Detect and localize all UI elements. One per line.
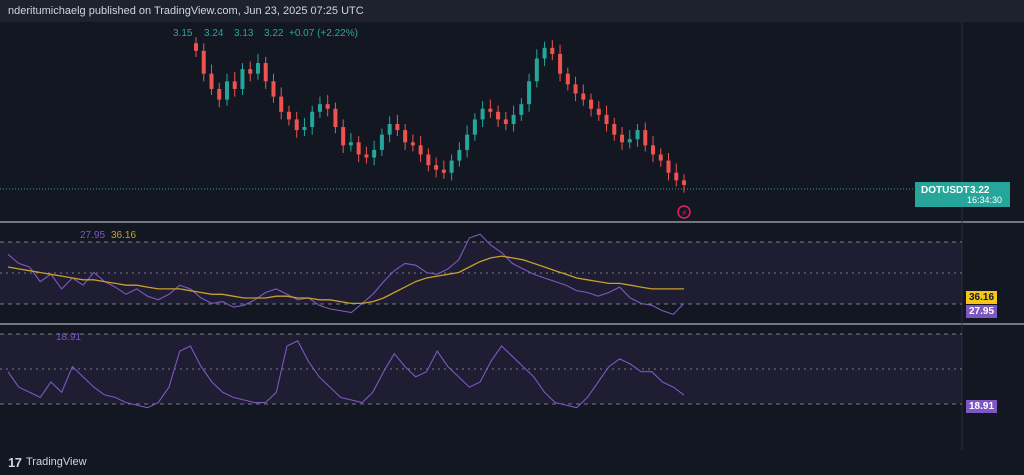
candle-body[interactable] xyxy=(325,104,330,109)
change-value: +0.07 (+2.22%) xyxy=(289,28,358,39)
candle-body[interactable] xyxy=(418,145,423,155)
candle-body[interactable] xyxy=(635,130,640,140)
candle-body[interactable] xyxy=(565,73,570,85)
price-label: 3.22 xyxy=(970,185,990,196)
chart-background xyxy=(0,22,1024,450)
candle-body[interactable] xyxy=(620,134,625,143)
adx-tag: 18.91 xyxy=(966,400,998,413)
rsi-ma-tag: 36.16 xyxy=(966,291,998,304)
candle-body[interactable] xyxy=(534,58,539,82)
rsi-ma-line[interactable] xyxy=(7,255,684,305)
countdown-label: 16:34:30 xyxy=(967,195,1003,205)
candle-body[interactable] xyxy=(674,172,679,181)
candle-body[interactable] xyxy=(550,47,555,54)
chart-area[interactable]: ⚡ xyxy=(0,22,1024,450)
candle-body[interactable] xyxy=(372,149,377,158)
lightning-icon: ⚡ xyxy=(681,209,687,219)
rsi-legend-value: 27.95 xyxy=(80,230,106,241)
candle-body[interactable] xyxy=(279,96,284,112)
candle-body[interactable] xyxy=(449,160,454,173)
top-bar: nderitumichaelg published on TradingView… xyxy=(0,0,1024,22)
candle-body[interactable] xyxy=(224,81,229,100)
candle-body[interactable] xyxy=(627,139,632,143)
tradingview-logo-icon: 17 xyxy=(8,455,22,470)
footer: 17 TradingView xyxy=(0,450,1024,475)
candle-body[interactable] xyxy=(302,127,307,131)
candle-body[interactable] xyxy=(317,104,322,112)
candle-body[interactable] xyxy=(248,69,253,74)
candle-body[interactable] xyxy=(348,142,353,146)
candle-body[interactable] xyxy=(596,108,601,115)
candle-body[interactable] xyxy=(519,104,524,115)
candle-body[interactable] xyxy=(612,124,617,135)
rsi-line[interactable] xyxy=(7,233,685,316)
candle-body[interactable] xyxy=(666,160,671,173)
candle-body[interactable] xyxy=(232,81,237,89)
candle-body[interactable] xyxy=(240,69,245,89)
candle-body[interactable] xyxy=(364,154,369,158)
rsi-group[interactable] xyxy=(7,233,685,316)
candle-body[interactable] xyxy=(310,111,315,128)
alert-marker-icon[interactable] xyxy=(677,205,691,219)
candle-body[interactable] xyxy=(426,154,431,166)
candle-body[interactable] xyxy=(194,43,198,51)
candle-body[interactable] xyxy=(395,124,400,131)
candle-body[interactable] xyxy=(217,88,222,100)
candle-body[interactable] xyxy=(410,142,415,146)
candle-body[interactable] xyxy=(271,81,276,97)
high-value: 3.24 xyxy=(204,28,224,39)
candle-body[interactable] xyxy=(403,130,408,143)
candle-body[interactable] xyxy=(379,134,384,150)
candles-group[interactable] xyxy=(194,37,686,193)
candle-body[interactable] xyxy=(573,84,578,94)
candle-body[interactable] xyxy=(457,149,462,161)
adx-legend-value: 18.91 xyxy=(56,332,82,343)
candle-body[interactable] xyxy=(589,99,594,109)
candle-body[interactable] xyxy=(201,50,206,74)
symbol-label: DOTUSDT xyxy=(921,185,970,196)
candle-body[interactable] xyxy=(651,145,656,155)
candle-body[interactable] xyxy=(658,154,663,161)
candle-body[interactable] xyxy=(209,73,214,89)
adx-line[interactable] xyxy=(7,340,685,409)
candle-body[interactable] xyxy=(472,119,477,135)
candle-body[interactable] xyxy=(581,93,586,100)
candle-body[interactable] xyxy=(480,108,485,120)
candle-body[interactable] xyxy=(527,81,532,105)
adx-group[interactable] xyxy=(7,340,685,409)
candle-body[interactable] xyxy=(356,142,361,155)
candle-body[interactable] xyxy=(604,114,609,124)
candle-body[interactable] xyxy=(441,169,446,173)
candle-body[interactable] xyxy=(558,53,563,74)
candle-body[interactable] xyxy=(294,119,299,131)
candle-body[interactable] xyxy=(434,165,439,170)
candle-body[interactable] xyxy=(682,180,686,185)
candle-body[interactable] xyxy=(503,119,508,124)
low-value: 3.13 xyxy=(234,28,254,39)
candle-body[interactable] xyxy=(643,130,648,146)
publisher-line: nderitumichaelg published on TradingView… xyxy=(8,5,364,17)
candle-body[interactable] xyxy=(333,108,338,128)
price-tag[interactable]: DOTUSDT 3.22 16:34:30 xyxy=(915,182,1010,207)
candle-body[interactable] xyxy=(511,114,516,124)
brand-label: TradingView xyxy=(26,456,87,468)
candle-body[interactable] xyxy=(488,108,493,112)
candle-body[interactable] xyxy=(263,63,268,82)
rsi-ma-legend-value: 36.16 xyxy=(111,230,137,241)
candle-body[interactable] xyxy=(542,47,547,59)
rsi-tag: 27.95 xyxy=(966,305,998,318)
open-value: 3.15 xyxy=(173,28,193,39)
candle-body[interactable] xyxy=(496,111,501,120)
candle-body[interactable] xyxy=(387,124,392,135)
close-value: 3.22 xyxy=(264,28,284,39)
candle-body[interactable] xyxy=(286,111,291,120)
candle-body[interactable] xyxy=(465,134,470,150)
candle-body[interactable] xyxy=(255,63,260,74)
candle-body[interactable] xyxy=(341,127,346,146)
